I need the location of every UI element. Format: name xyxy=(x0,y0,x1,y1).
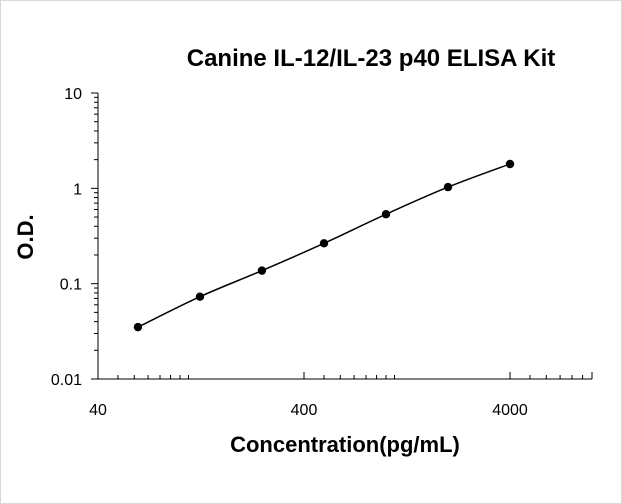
data-point xyxy=(443,182,453,192)
x-tick-label: 4000 xyxy=(492,402,528,419)
chart-title: Canine IL-12/IL-23 p40 ELISA Kit xyxy=(187,45,556,72)
data-point xyxy=(319,239,329,248)
data-point xyxy=(195,292,205,301)
data-point xyxy=(257,266,267,275)
ticks xyxy=(91,92,593,380)
tick-labels: 0.01 0.1 1 10 40 400 4000 xyxy=(51,86,528,419)
axes xyxy=(97,93,592,380)
y-tick-label: 0.1 xyxy=(60,277,82,294)
data-point xyxy=(505,159,515,169)
data-point xyxy=(133,322,143,332)
x-tick-label: 40 xyxy=(89,402,107,419)
data-point xyxy=(381,210,391,219)
x-axis-title: Concentration(pg/mL) xyxy=(230,432,460,457)
y-tick-label: 10 xyxy=(64,86,82,103)
y-tick-label: 0.01 xyxy=(51,372,82,389)
series xyxy=(133,159,515,332)
y-tick-label: 1 xyxy=(73,181,82,198)
x-tick-label: 400 xyxy=(291,402,318,419)
y-axis-title: O.D. xyxy=(13,214,38,259)
